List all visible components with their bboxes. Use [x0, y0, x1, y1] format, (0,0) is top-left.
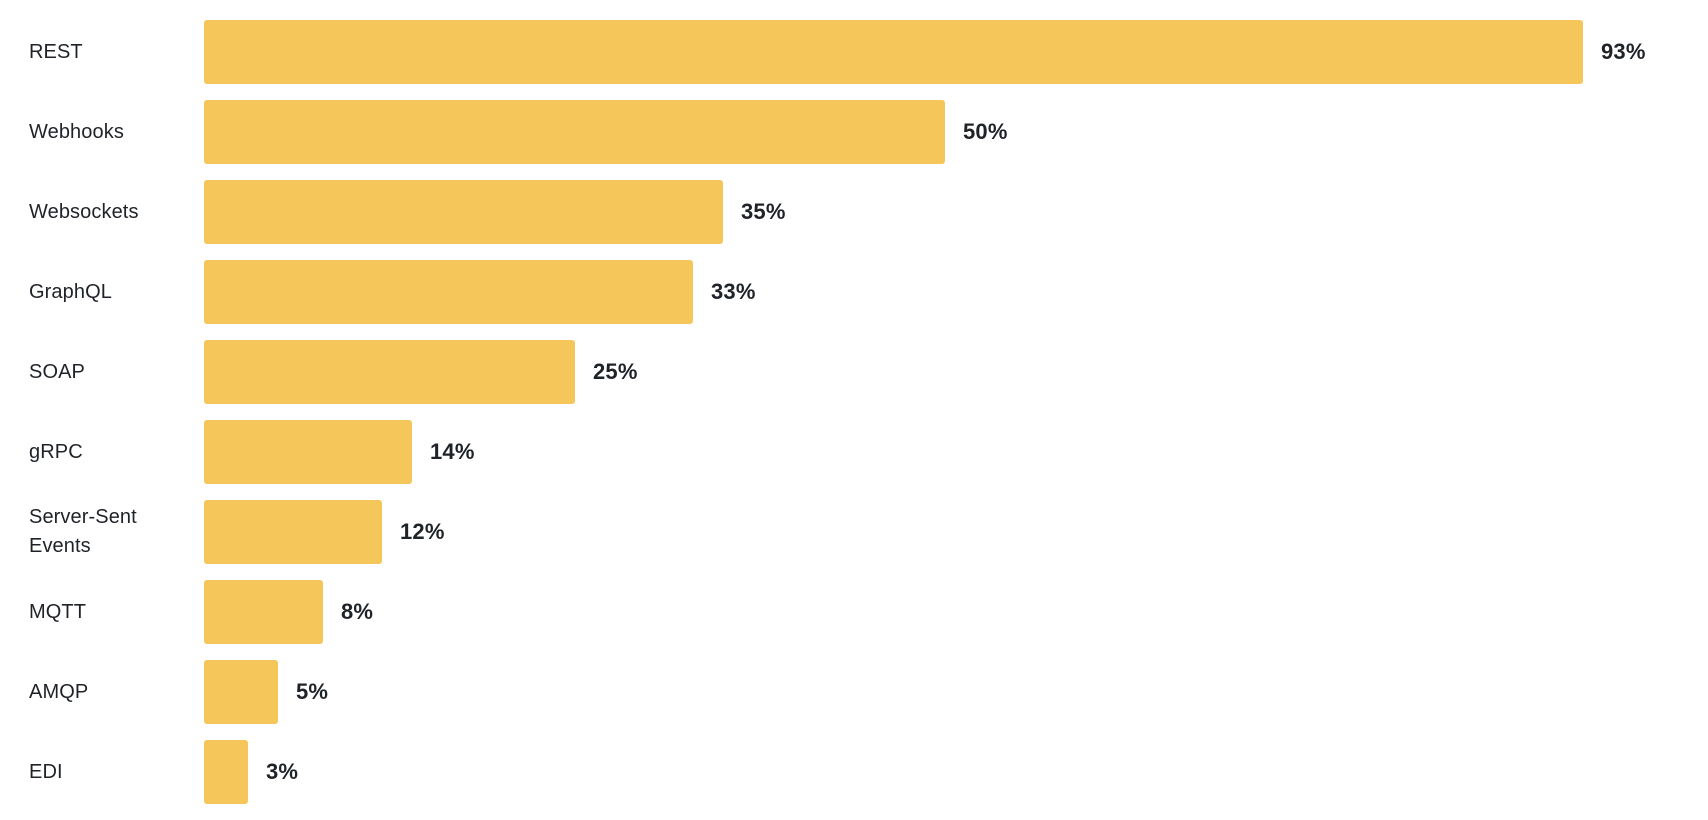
bar-row: Server-Sent Events 12%: [0, 500, 1708, 564]
bar-track: 33%: [204, 260, 1708, 324]
bar: [204, 20, 1583, 84]
category-label: gRPC: [29, 440, 83, 463]
value-label: 35%: [741, 199, 786, 224]
bar-row: Webhooks 50%: [0, 100, 1708, 164]
value-label: 12%: [400, 519, 445, 544]
value-label: 93%: [1601, 39, 1646, 64]
bar-row: gRPC 14%: [0, 420, 1708, 484]
bar-track: 3%: [204, 740, 1708, 804]
category-label: Server-Sent Events: [29, 506, 137, 557]
bar: [204, 740, 248, 804]
value-label: 3%: [266, 759, 299, 784]
bar-row: GraphQL 33%: [0, 260, 1708, 324]
value-label: 33%: [711, 279, 756, 304]
category-label: Websockets: [29, 200, 139, 223]
bar-track: 14%: [204, 420, 1708, 484]
bar-row: MQTT 8%: [0, 580, 1708, 644]
bar-track: 50%: [204, 100, 1708, 164]
bar: [204, 260, 693, 324]
bar: [204, 420, 412, 484]
bar-track: 8%: [204, 580, 1708, 644]
bar-row: Websockets 35%: [0, 180, 1708, 244]
bar-track: 35%: [204, 180, 1708, 244]
category-label: REST: [29, 40, 83, 63]
value-label: 50%: [963, 119, 1008, 144]
value-label: 5%: [296, 679, 329, 704]
bar: [204, 660, 278, 724]
bar-track: 93%: [204, 20, 1708, 84]
value-label: 8%: [341, 599, 374, 624]
bar: [204, 340, 575, 404]
category-label: Webhooks: [29, 120, 124, 143]
bar-row: SOAP 25%: [0, 340, 1708, 404]
category-label: EDI: [29, 760, 63, 783]
bar: [204, 180, 723, 244]
bar-row: REST 93%: [0, 20, 1708, 84]
bar: [204, 580, 323, 644]
bar-track: 5%: [204, 660, 1708, 724]
category-label: MQTT: [29, 600, 87, 623]
bar: [204, 500, 382, 564]
bar: [204, 100, 945, 164]
bar-track: 12%: [204, 500, 1708, 564]
category-label: GraphQL: [29, 280, 112, 303]
bar-row: EDI 3%: [0, 740, 1708, 804]
bar-row: AMQP 5%: [0, 660, 1708, 724]
category-label: AMQP: [29, 680, 89, 703]
value-label: 25%: [593, 359, 638, 384]
value-label: 14%: [430, 439, 475, 464]
bar-track: 25%: [204, 340, 1708, 404]
category-label: SOAP: [29, 360, 85, 383]
